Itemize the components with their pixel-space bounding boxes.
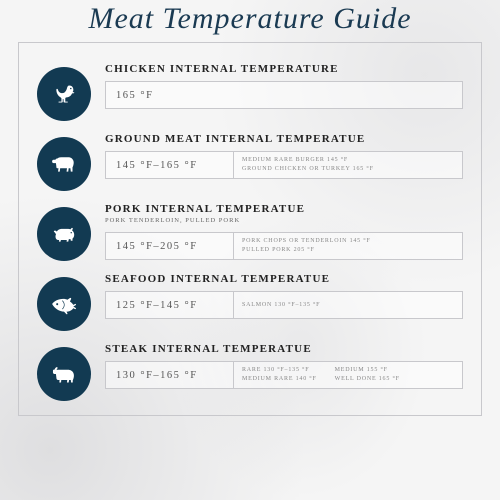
temp-box: 145 °F–165 °F MEDIUM RARE BURGER 145 °F … (105, 151, 463, 179)
temp-value: 145 °F–205 °F (106, 233, 234, 259)
cow-icon (37, 137, 91, 191)
meat-content: CHICKEN INTERNAL TEMPERATURE 165 °F (105, 63, 463, 109)
detail-line: MEDIUM RARE BURGER 145 °F (242, 156, 454, 165)
meat-content: STEAK INTERNAL TEMPERATUE 130 °F–165 °F … (105, 343, 463, 389)
pig-icon (37, 207, 91, 261)
meat-heading: STEAK INTERNAL TEMPERATUE (105, 343, 463, 357)
detail-line: PORK CHOPS OR TENDERLOIN 145 °F (242, 237, 454, 246)
meat-heading: GROUND MEAT INTERNAL TEMPERATUE (105, 133, 463, 147)
meat-content: GROUND MEAT INTERNAL TEMPERATUE 145 °F–1… (105, 133, 463, 179)
guide-frame: CHICKEN INTERNAL TEMPERATURE 165 °F GROU… (18, 42, 482, 416)
detail-line: RARE 130 °F–135 °F (242, 366, 317, 375)
temp-value: 125 °F–145 °F (106, 292, 234, 318)
detail-line: MEDIUM RARE 140 °F (242, 375, 317, 384)
meat-row: GROUND MEAT INTERNAL TEMPERATUE 145 °F–1… (19, 127, 481, 197)
detail-line: WELL DONE 165 °F (335, 375, 400, 384)
temp-details: PORK CHOPS OR TENDERLOIN 145 °F PULLED P… (234, 233, 462, 259)
temp-details: SALMON 130 °F–135 °F (234, 292, 462, 318)
temp-box: 145 °F–205 °F PORK CHOPS OR TENDERLOIN 1… (105, 232, 463, 260)
temp-value: 145 °F–165 °F (106, 152, 234, 178)
meat-content: SEAFOOD INTERNAL TEMPERATUE 125 °F–145 °… (105, 273, 463, 319)
meat-heading: SEAFOOD INTERNAL TEMPERATUE (105, 273, 463, 287)
meat-row: CHICKEN INTERNAL TEMPERATURE 165 °F (19, 57, 481, 127)
temp-box: 125 °F–145 °F SALMON 130 °F–135 °F (105, 291, 463, 319)
temp-details: RARE 130 °F–135 °F MEDIUM RARE 140 °F ME… (234, 362, 462, 388)
temp-details: MEDIUM RARE BURGER 145 °F GROUND CHICKEN… (234, 152, 462, 178)
meat-heading: PORK INTERNAL TEMPERATUE (105, 203, 463, 217)
detail-line: GROUND CHICKEN OR TURKEY 165 °F (242, 165, 454, 174)
meat-heading: CHICKEN INTERNAL TEMPERATURE (105, 63, 463, 77)
detail-line: SALMON 130 °F–135 °F (242, 301, 454, 310)
temp-value: 165 °F (106, 82, 234, 108)
meat-row: STEAK INTERNAL TEMPERATUE 130 °F–165 °F … (19, 337, 481, 407)
page-title: Meat Temperature Guide (0, 0, 500, 42)
temp-value: 130 °F–165 °F (106, 362, 234, 388)
meat-subheading: PORK TENDERLOIN, PULLED PORK (105, 217, 463, 228)
detail-line: MEDIUM 155 °F (335, 366, 400, 375)
detail-line: PULLED PORK 205 °F (242, 246, 454, 255)
meat-content: PORK INTERNAL TEMPERATUE PORK TENDERLOIN… (105, 203, 463, 260)
meat-row: SEAFOOD INTERNAL TEMPERATUE 125 °F–145 °… (19, 267, 481, 337)
chicken-icon (37, 67, 91, 121)
bull-icon (37, 347, 91, 401)
meat-row: PORK INTERNAL TEMPERATUE PORK TENDERLOIN… (19, 197, 481, 267)
temp-box: 165 °F (105, 81, 463, 109)
temp-box: 130 °F–165 °F RARE 130 °F–135 °F MEDIUM … (105, 361, 463, 389)
fish-icon (37, 277, 91, 331)
